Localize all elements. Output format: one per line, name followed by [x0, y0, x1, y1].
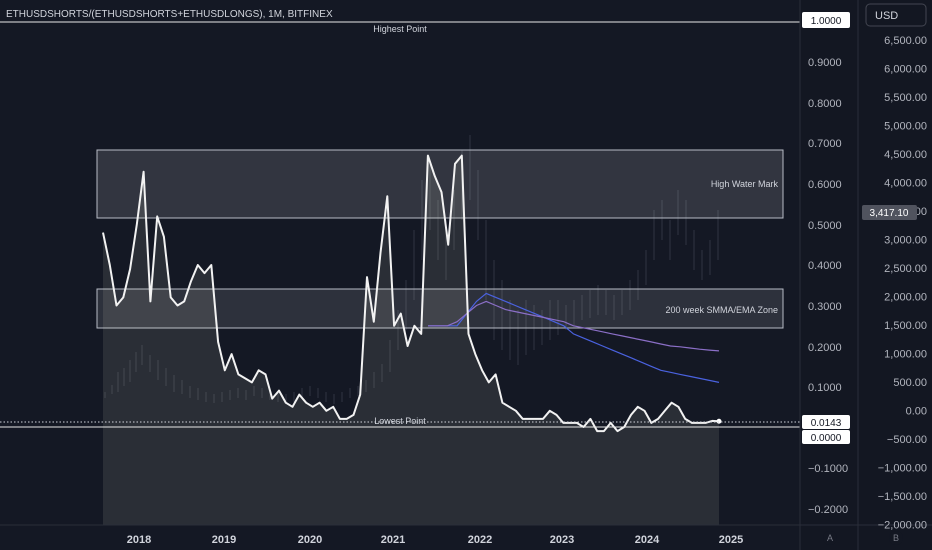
ratio-line[interactable] [102, 154, 720, 433]
left-tick-label: 0.4000 [808, 260, 842, 272]
currency-button[interactable]: USD [865, 3, 927, 27]
moving-average-lines [428, 292, 720, 383]
left-tick-label: 0.5000 [808, 220, 842, 232]
right-tick-label: 6,500.00 [884, 35, 927, 47]
right-tick-label: −2,000.00 [878, 520, 927, 532]
smma-ema-zone[interactable] [96, 288, 784, 329]
x-tick-label: 2019 [212, 534, 236, 546]
ma-line-2[interactable] [428, 300, 720, 352]
ma-line-1[interactable] [428, 292, 720, 383]
right-tick-label: 2,000.00 [884, 292, 927, 304]
highest-point-label: Highest Point [373, 24, 427, 34]
x-tick-label: 2023 [550, 534, 574, 546]
top-price-tag-text: 1.0000 [811, 16, 842, 27]
auto-scale-button[interactable]: A [823, 531, 837, 545]
time-axis-ticks: 2018 2019 2020 2021 2022 2023 2024 2025 [127, 534, 743, 546]
x-tick-label: 2018 [127, 534, 151, 546]
x-tick-label: 2025 [719, 534, 743, 546]
eth-price-tag: 3,417.10 [862, 205, 917, 220]
currency-button-label: USD [875, 10, 898, 22]
right-tick-label: 6,000.00 [884, 64, 927, 76]
right-tick-label: 500.00 [893, 377, 927, 389]
zero-price-tag-text: 0.0000 [811, 433, 842, 444]
auto-scale-label: A [827, 533, 833, 543]
zero-price-tag: 0.0000 [802, 430, 850, 444]
right-tick-label: 5,000.00 [884, 121, 927, 133]
last-point[interactable] [716, 418, 722, 424]
ratio-area [103, 155, 719, 525]
left-tick-label: 0.1000 [808, 382, 842, 394]
high-water-zone[interactable] [96, 149, 784, 219]
left-tick-label: 0.3000 [808, 301, 842, 313]
plot-area[interactable] [0, 0, 800, 550]
right-tick-label: −500.00 [887, 434, 927, 446]
high-water-label: High Water Mark [711, 179, 779, 189]
right-tick-label: 5,500.00 [884, 92, 927, 104]
right-tick-label: 1,000.00 [884, 349, 927, 361]
eth-price-tag-text: 3,417.10 [870, 208, 909, 219]
x-tick-label: 2024 [635, 534, 660, 546]
right-tick-label: 2,500.00 [884, 263, 927, 275]
right-tick-label: 1,500.00 [884, 320, 927, 332]
right-tick-label: 4,500.00 [884, 149, 927, 161]
b-scale-button[interactable]: B [889, 531, 903, 545]
left-tick-label: −0.1000 [808, 463, 848, 475]
right-tick-label: 0.00 [906, 406, 927, 418]
left-tick-label: 0.9000 [808, 57, 842, 69]
x-tick-label: 2020 [298, 534, 322, 546]
current-price-tag: 0.0143 [802, 415, 850, 429]
zone-label: 200 week SMMA/EMA Zone [665, 305, 778, 315]
symbol-title: ETHUSDSHORTS/(ETHUSDSHORTS+ETHUSDLONGS),… [6, 9, 333, 20]
current-price-tag-text: 0.0143 [811, 418, 842, 429]
right-tick-label: −1,500.00 [878, 491, 927, 503]
x-tick-label: 2022 [468, 534, 492, 546]
left-tick-label: 0.2000 [808, 342, 842, 354]
right-tick-label: 4,000.00 [884, 178, 927, 190]
left-tick-label: −0.2000 [808, 504, 848, 516]
left-tick-label: 0.7000 [808, 138, 842, 150]
right-tick-label: 3,000.00 [884, 235, 927, 247]
right-tick-label: −1,000.00 [878, 463, 927, 475]
left-axis-ticks: 0.9000 0.8000 0.7000 0.6000 0.5000 0.4000 0.30… [808, 57, 848, 516]
left-tick-label: 0.6000 [808, 179, 842, 191]
top-price-tag: 1.0000 [802, 12, 850, 28]
b-scale-label: B [893, 533, 899, 543]
left-tick-label: 0.8000 [808, 98, 842, 110]
x-tick-label: 2021 [381, 534, 405, 546]
lowest-point-label: Lowest Point [374, 416, 426, 426]
